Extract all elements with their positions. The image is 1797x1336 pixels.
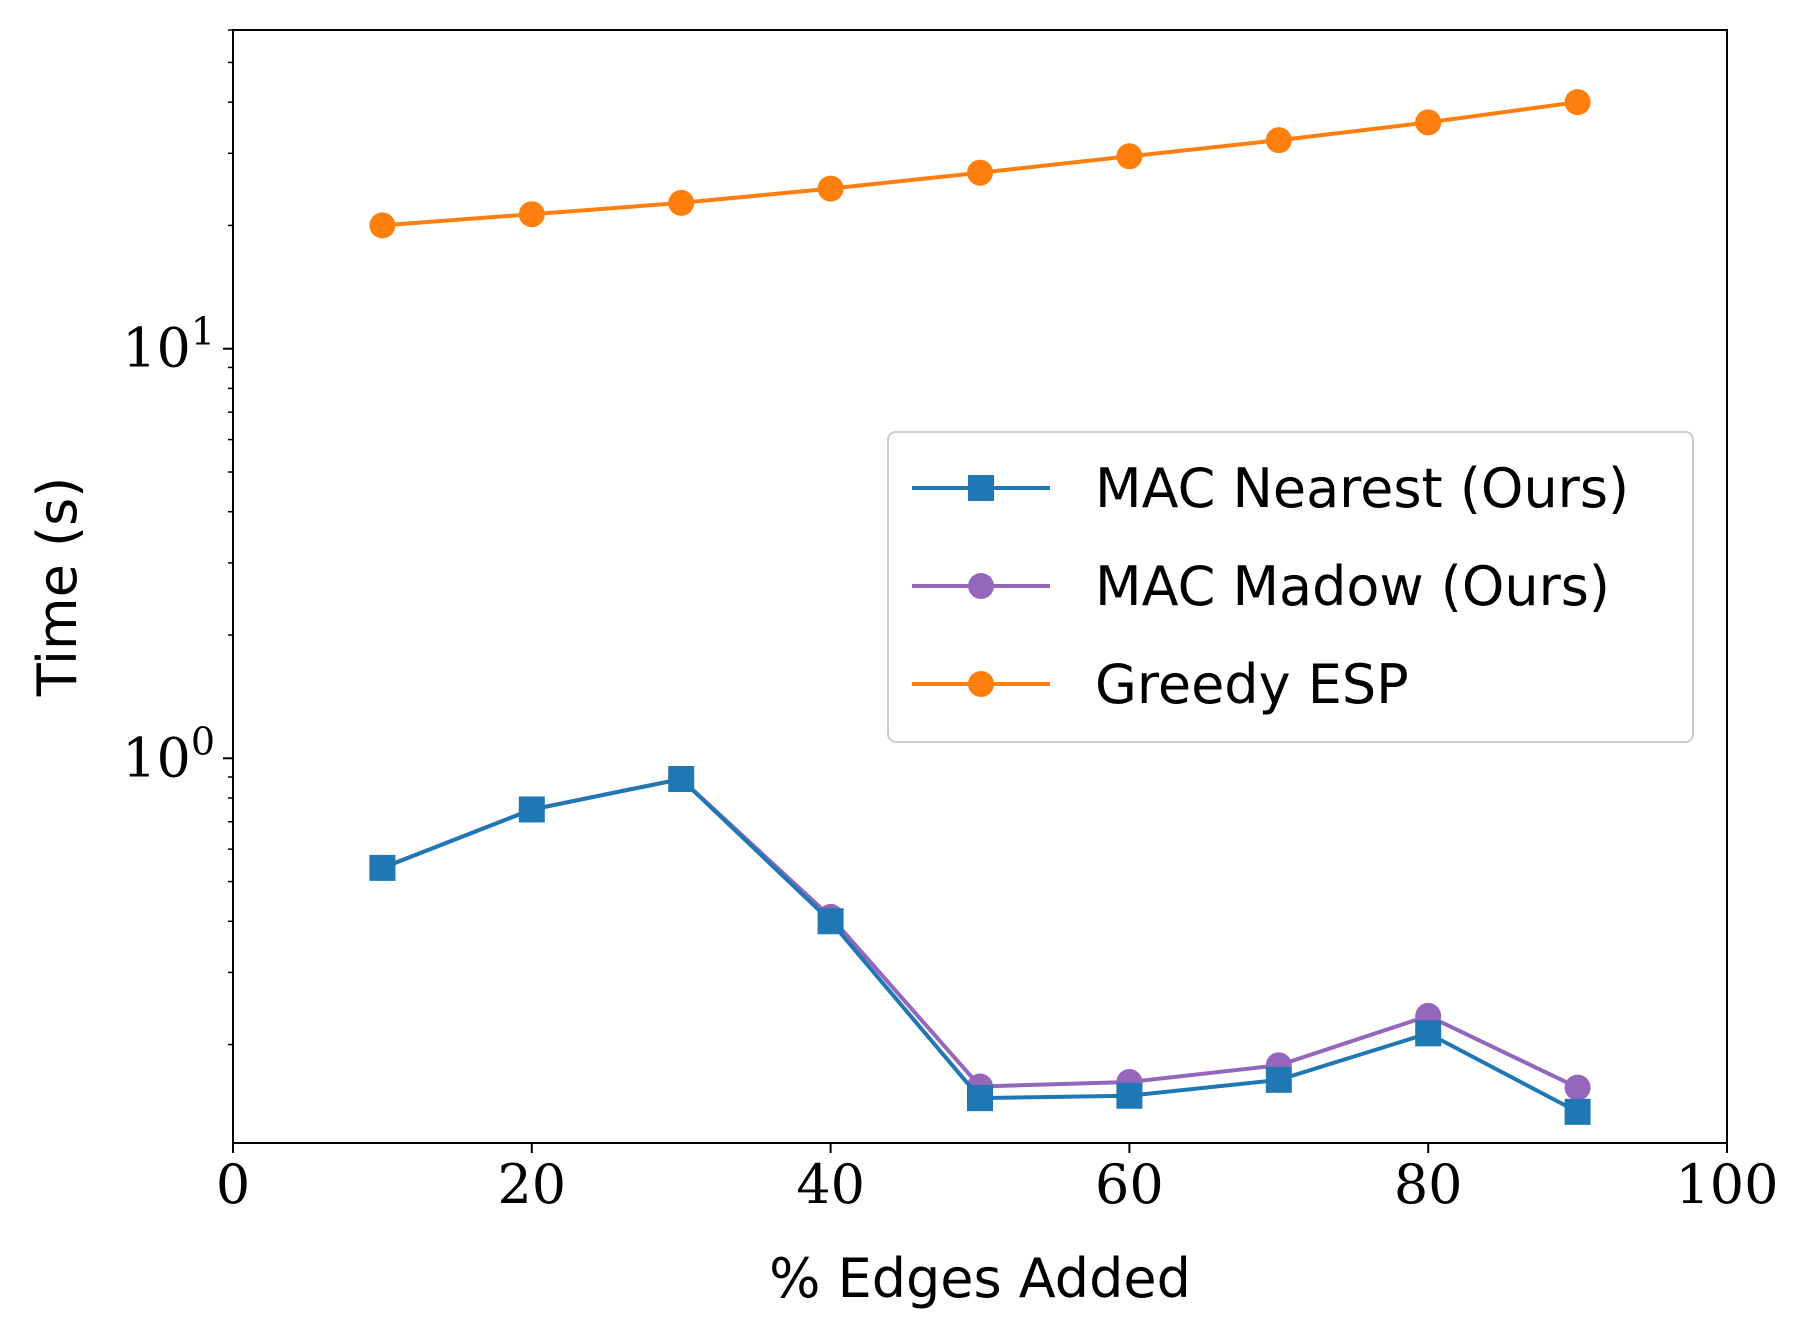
axes-layer: 0 20 40 60 80 100 100 101 % Edges Added Time (s) [26, 29, 1779, 1310]
legend-marker [968, 671, 994, 697]
y-axis-title: Time (s) [26, 477, 89, 698]
legend-entry: MAC Madow (Ours) [912, 555, 1610, 618]
series-layer [369, 89, 1591, 1125]
axes-frame [232, 29, 1728, 1144]
data-point [668, 766, 695, 793]
x-tick-label: 100 [1675, 1153, 1778, 1216]
x-tick-label: 80 [1394, 1153, 1463, 1216]
x-tick-label: 40 [796, 1153, 865, 1216]
legend-box [887, 431, 1694, 743]
data-point [1265, 1066, 1292, 1093]
data-point [1116, 1082, 1143, 1109]
data-point [1564, 89, 1591, 116]
y-tick-label: 101 [122, 310, 215, 380]
y-tick-label: 100 [122, 719, 215, 789]
series-0 [369, 766, 1591, 1125]
data-point [1564, 1098, 1591, 1125]
data-point [668, 189, 695, 216]
x-tick-label: 60 [1095, 1153, 1164, 1216]
legend: MAC Nearest (Ours) MAC Madow (Ours) Greedy… [887, 431, 1694, 743]
x-tick-label: 0 [216, 1153, 250, 1216]
data-point [1415, 1020, 1442, 1047]
data-point [1265, 127, 1292, 154]
legend-label: MAC Madow (Ours) [1095, 555, 1610, 618]
data-point [1564, 1074, 1591, 1101]
data-point [518, 201, 545, 228]
data-point [817, 175, 844, 202]
legend-marker [968, 475, 994, 501]
legend-entry: Greedy ESP [912, 653, 1409, 716]
data-point [967, 159, 993, 186]
x-tick-label: 20 [497, 1153, 566, 1216]
legend-entry: MAC Nearest (Ours) [912, 457, 1629, 520]
legend-label: Greedy ESP [1095, 653, 1409, 716]
data-point [1116, 143, 1143, 170]
data-point [817, 908, 844, 935]
data-point [369, 212, 396, 239]
data-point [518, 796, 545, 823]
data-point [967, 1085, 993, 1112]
data-point [1415, 109, 1442, 136]
series-2 [369, 89, 1591, 239]
data-point [369, 854, 396, 881]
legend-label: MAC Nearest (Ours) [1095, 457, 1629, 520]
legend-marker [968, 573, 994, 599]
x-axis-title: % Edges Added [769, 1247, 1191, 1310]
